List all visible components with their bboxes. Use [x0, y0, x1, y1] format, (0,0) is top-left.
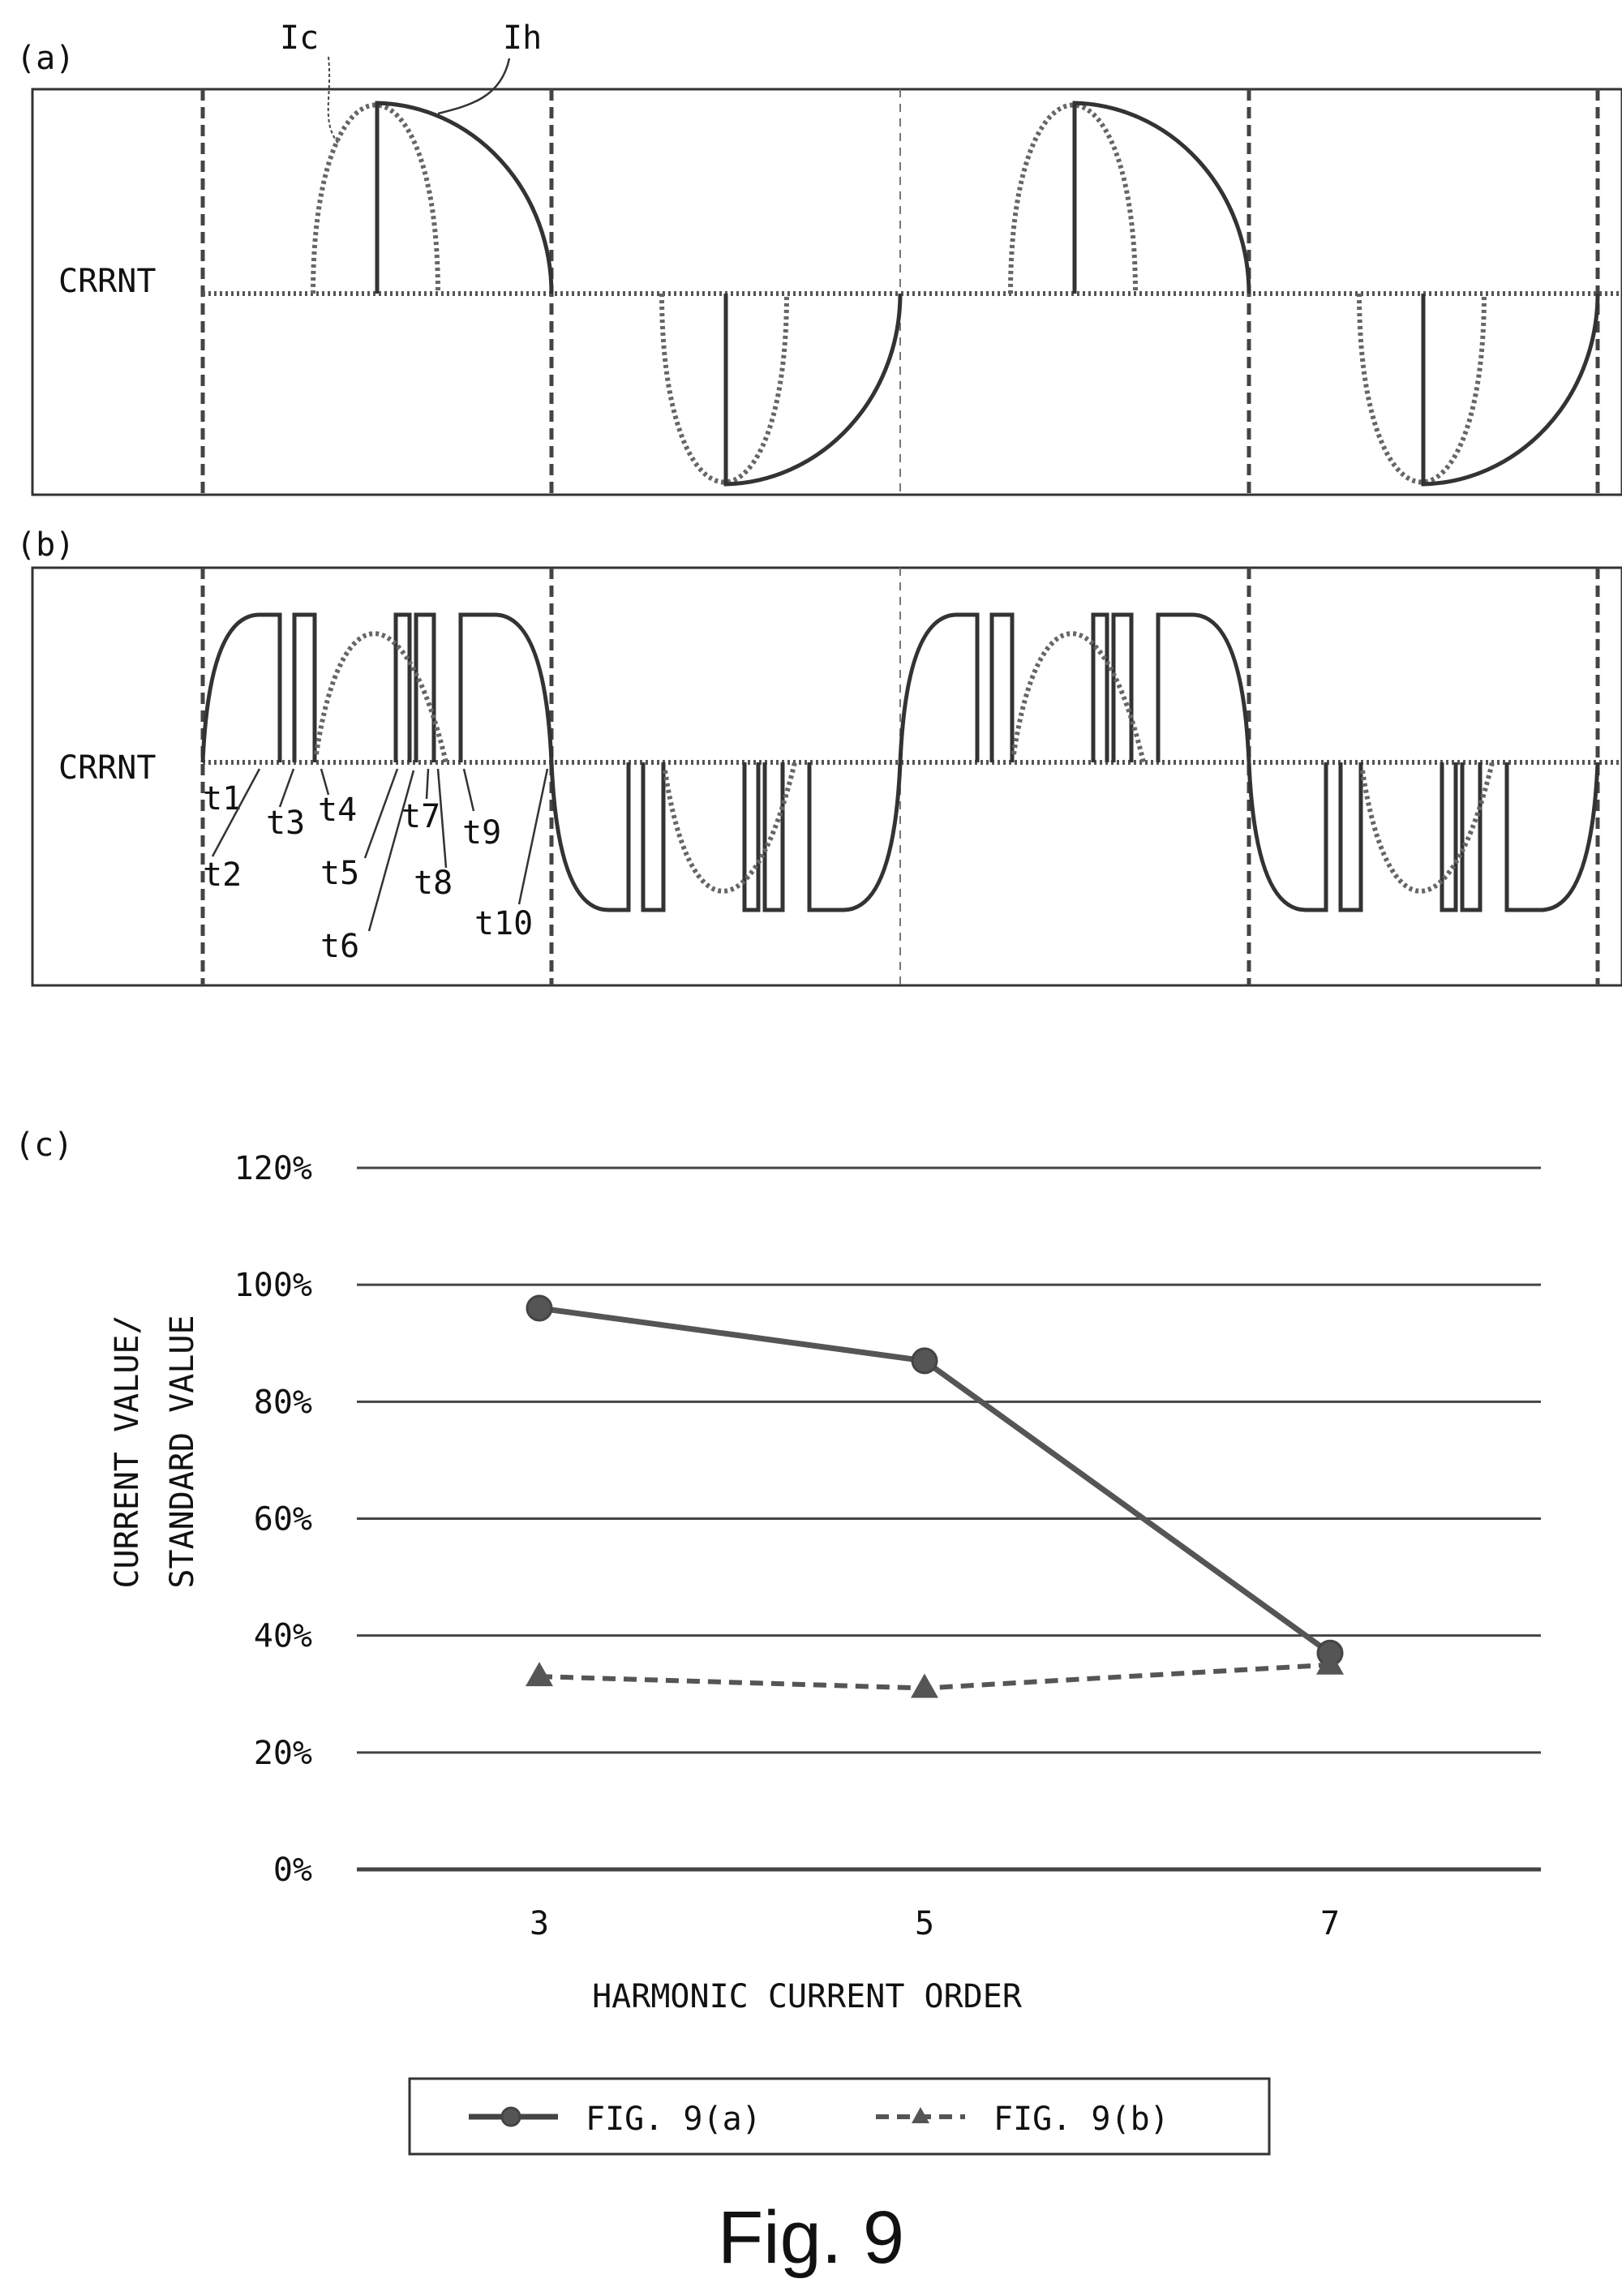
time-label-t8: t8	[414, 865, 453, 902]
panel-c-label: (c)	[15, 1127, 73, 1164]
data-point-circle	[526, 1294, 553, 1322]
time-label-t10: t10	[474, 905, 533, 942]
chart-y-ticks: 0% 20% 40% 60% 80% 100% 120%	[234, 1150, 312, 1889]
pwm-pulse-negative	[1504, 762, 1600, 912]
pwm-pulse-positive	[989, 612, 1015, 762]
chart-gridlines	[357, 1166, 1541, 1872]
pwm-pulse-negative	[742, 762, 761, 912]
panel-b-time-labels: t1 t2 t3 t4 t5 t6 t7 t8 t9 t10	[203, 780, 533, 965]
pwm-pulse-negative	[1338, 762, 1363, 912]
panel-b-frame	[31, 566, 1622, 987]
curve-label-ic: Ic	[280, 19, 319, 57]
ih-waveform-positive	[1072, 101, 1251, 294]
legend-box	[408, 2077, 1271, 2156]
y-tick-label: 80%	[254, 1384, 312, 1421]
y-tick-label: 20%	[254, 1735, 312, 1772]
pwm-pulse-positive	[414, 612, 436, 762]
pwm-pulse-positive	[292, 612, 317, 762]
chart-x-ticks: 3 5 7	[530, 1905, 1340, 1942]
pwm-pulse-positive	[458, 612, 554, 763]
ih-waveform-negative	[723, 293, 903, 487]
reference-sine-positive	[314, 631, 448, 763]
panel-b-time-leaders	[211, 768, 549, 932]
panel-a-waveforms	[311, 101, 1600, 487]
chart-legend: FIG. 9(a) FIG. 9(b)	[408, 2077, 1271, 2156]
panel-b-waveforms	[200, 612, 1600, 912]
y-tick-label: 40%	[254, 1618, 312, 1655]
legend-marker-series-b	[912, 2107, 929, 2123]
pwm-pulse-positive	[393, 612, 412, 762]
x-tick-label: 3	[530, 1905, 549, 1942]
legend-text-series-b: FIG. 9(b)	[993, 2101, 1169, 2138]
panel-a-label: (a)	[16, 40, 75, 77]
pwm-pulse-positive	[200, 612, 282, 763]
time-label-t5: t5	[320, 855, 359, 892]
panel-b-label: (b)	[16, 526, 75, 564]
x-axis-label: HARMONIC CURRENT ORDER	[592, 1978, 1023, 2015]
pwm-pulse-positive	[1156, 612, 1251, 763]
panel-a-dividers	[200, 89, 1600, 495]
pwm-pulse-negative	[1247, 762, 1328, 912]
pwm-pulse-positive	[1091, 612, 1109, 762]
x-tick-label: 5	[915, 1905, 934, 1942]
curve-label-ih: Ih	[503, 19, 542, 57]
series-line-fig9b	[539, 1662, 1331, 1691]
time-label-t7: t7	[401, 798, 440, 835]
reference-sine-negative	[663, 762, 797, 894]
ic-leader-line	[327, 56, 340, 145]
y-tick-label: 100%	[234, 1267, 312, 1304]
panel-a-ylabel: CRRNT	[58, 263, 156, 300]
y-tick-label: 0%	[273, 1852, 312, 1889]
ih-waveform-positive	[375, 101, 554, 294]
x-tick-label: 7	[1320, 1905, 1340, 1942]
time-label-t2: t2	[203, 856, 242, 894]
pwm-pulse-positive	[898, 612, 980, 763]
data-point-circle	[911, 1347, 938, 1375]
data-point-triangle	[911, 1673, 938, 1698]
time-label-t9: t9	[462, 814, 501, 852]
y-tick-label: 60%	[254, 1501, 312, 1539]
pwm-pulse-negative	[641, 762, 666, 912]
pwm-pulse-negative	[807, 762, 903, 912]
chart-series	[526, 1294, 1344, 1698]
ih-leader-line	[437, 58, 511, 115]
time-label-t6: t6	[320, 928, 359, 965]
legend-marker-series-a	[500, 2106, 521, 2127]
y-tick-label: 120%	[234, 1150, 312, 1187]
harmonic-chart: 0% 20% 40% 60% 80% 100% 120% 3 5 7 HARMONIC CURR…	[109, 1150, 1541, 2015]
data-point-triangle	[526, 1662, 553, 1687]
time-label-t1: t1	[203, 780, 242, 818]
reference-sine-positive	[1011, 631, 1146, 763]
legend-text-series-a: FIG. 9(a)	[586, 2101, 762, 2138]
time-label-t4: t4	[318, 792, 357, 829]
figure-caption: Fig. 9	[718, 2196, 904, 2279]
pwm-pulse-positive	[1111, 612, 1134, 762]
pwm-pulse-negative	[1460, 762, 1483, 912]
ih-waveform-negative	[1421, 293, 1600, 487]
y-axis-label-line-2: STANDARD VALUE	[164, 1315, 201, 1588]
panel-b-ylabel: CRRNT	[58, 749, 156, 787]
pwm-pulse-negative	[1440, 762, 1458, 912]
y-axis-label-line-1: CURRENT VALUE/	[109, 1315, 146, 1588]
reference-sine-negative	[1360, 762, 1495, 894]
pwm-pulse-negative	[762, 762, 785, 912]
data-point-triangle	[1316, 1650, 1344, 1675]
pwm-pulse-negative	[549, 762, 631, 912]
time-label-t3: t3	[266, 805, 305, 842]
panel-a-frame	[31, 88, 1622, 496]
